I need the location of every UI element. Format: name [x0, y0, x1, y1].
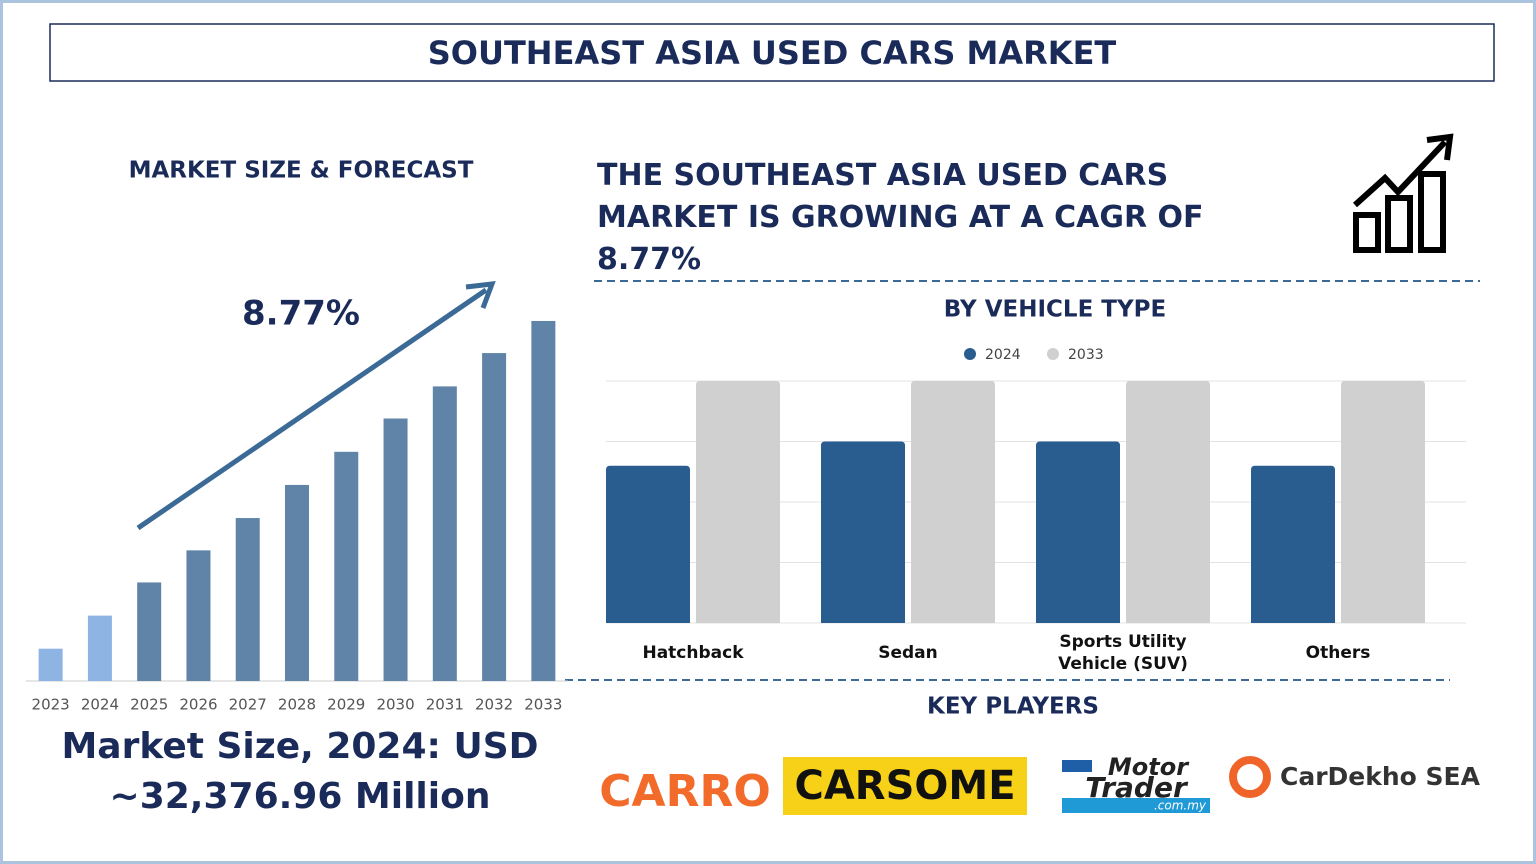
- bar: [606, 465, 690, 623]
- bar: [87, 615, 112, 681]
- bar: [186, 550, 211, 681]
- x-tick-label: Others: [1305, 643, 1371, 663]
- x-tick-label-box: Hatchback: [642, 643, 744, 663]
- x-tick-label-box: Sports Utility Vehicle (SUV): [1058, 632, 1188, 674]
- trend-arrow-head: [465, 281, 496, 309]
- logo-motor: Motor: [1108, 753, 1190, 781]
- legend-swatch: [964, 348, 976, 360]
- x-tick-label: 2023: [32, 696, 70, 714]
- logo-mark: [1229, 756, 1271, 798]
- bar: [821, 441, 905, 623]
- x-tick-label: 2031: [426, 696, 464, 714]
- x-tick-label: 2025: [130, 696, 168, 714]
- x-tick-label: 2030: [376, 696, 414, 714]
- x-tick-label: 2029: [327, 696, 365, 714]
- bar: [482, 353, 507, 681]
- logo-carro: CARRO: [599, 766, 771, 817]
- headline: THE SOUTHEAST ASIA USED CARS MARKET IS G…: [597, 158, 1204, 277]
- logo-bg: [783, 757, 1027, 815]
- bar: [432, 386, 457, 681]
- bar: [1251, 465, 1335, 623]
- headline-box: THE SOUTHEAST ASIA USED CARS MARKET IS G…: [597, 158, 1204, 277]
- bar: [1036, 441, 1120, 623]
- x-tick-label: Sedan: [878, 643, 938, 663]
- bar: [383, 418, 408, 681]
- bar: [911, 381, 995, 623]
- annotation: 8.77%: [242, 294, 360, 334]
- bar: [235, 518, 260, 681]
- page-title: SOUTHEAST ASIA USED CARS MARKET: [428, 34, 1117, 72]
- x-tick-label: 2024: [81, 696, 119, 714]
- x-tick-label: Hatchback: [642, 643, 744, 663]
- trend-arrow: [136, 287, 488, 531]
- x-tick-label: 2033: [524, 696, 562, 714]
- x-tick-label-box: Others: [1305, 643, 1371, 663]
- x-tick-label: 2027: [229, 696, 267, 714]
- bar: [137, 582, 162, 681]
- x-tick-label: 2026: [179, 696, 217, 714]
- bar: [531, 320, 556, 681]
- logo-commy: .com.my: [1154, 799, 1207, 813]
- logo-stripe: [1062, 760, 1092, 772]
- title-box: [49, 23, 1495, 82]
- bar: [1126, 381, 1210, 623]
- logo-cardekho: CarDekho SEA: [1280, 762, 1481, 791]
- bar: [285, 484, 309, 681]
- left-chart-title: MARKET SIZE & FORECAST: [129, 158, 474, 184]
- logo-stripe: [1062, 798, 1210, 813]
- legend-swatch: [1047, 348, 1059, 360]
- x-tick-label-box: Sedan: [878, 643, 938, 663]
- market-size: Market Size, 2024: USD ~32,376.96 Millio…: [61, 726, 539, 817]
- bar: [334, 451, 359, 681]
- x-tick-label: Sports Utility Vehicle (SUV): [1058, 632, 1188, 674]
- market-size-box: Market Size, 2024: USD ~32,376.96 Millio…: [61, 726, 539, 817]
- legend-label: 2024: [985, 347, 1021, 363]
- bar: [1341, 381, 1425, 623]
- growth-icon: [1352, 133, 1454, 253]
- bar: [38, 648, 63, 681]
- right-chart-title: BY VEHICLE TYPE: [944, 297, 1166, 323]
- x-tick-label: 2032: [475, 696, 513, 714]
- bar: [696, 381, 780, 623]
- legend-label: 2033: [1068, 347, 1104, 363]
- key-players-title: KEY PLAYERS: [927, 694, 1099, 720]
- logo-carsome: CARSOME: [794, 763, 1015, 809]
- x-tick-label: 2028: [278, 696, 316, 714]
